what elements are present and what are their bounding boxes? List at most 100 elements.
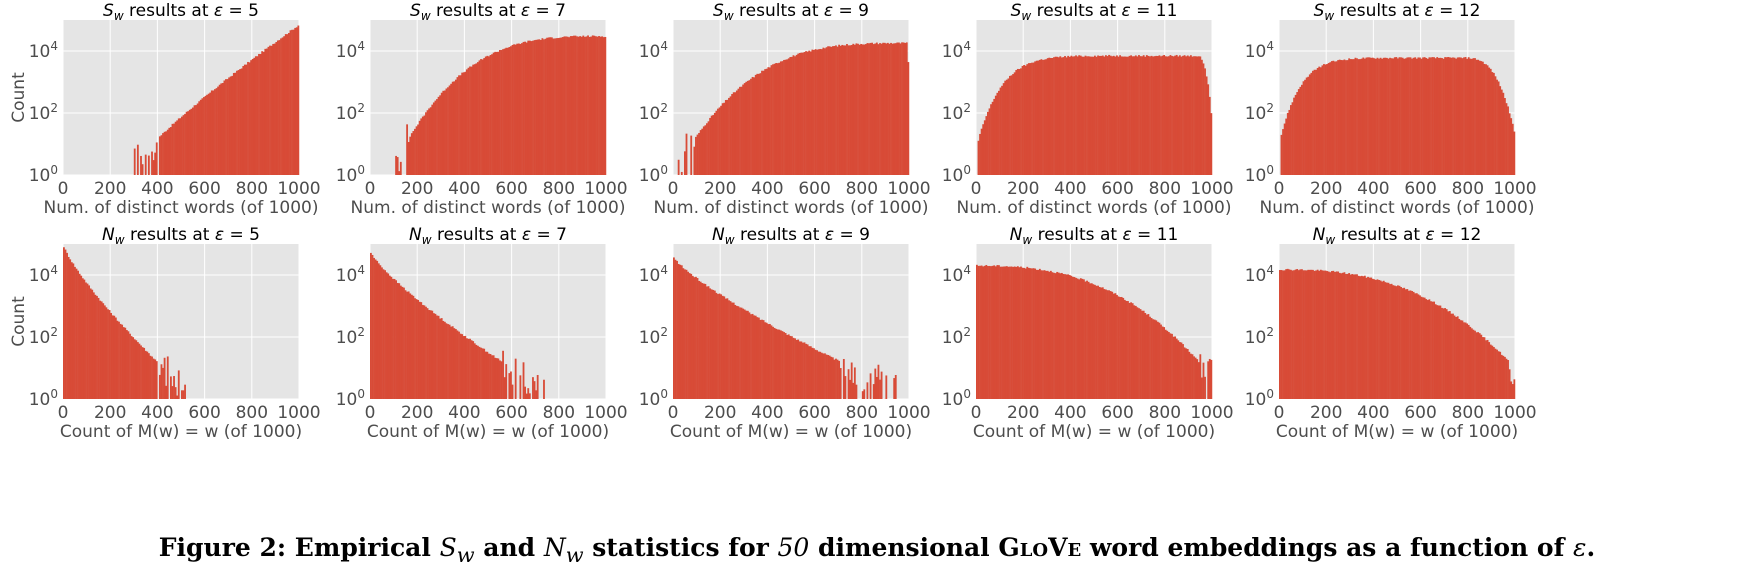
bar — [734, 304, 737, 399]
bar — [77, 270, 79, 399]
bar — [1031, 62, 1033, 176]
bar — [1310, 269, 1313, 399]
bar — [1294, 269, 1297, 399]
bar — [1053, 272, 1055, 399]
bar — [717, 108, 719, 175]
bar — [541, 38, 544, 176]
bar — [563, 36, 566, 175]
bar — [855, 384, 858, 399]
bar — [473, 343, 476, 399]
bar — [1420, 58, 1423, 175]
bar — [1024, 65, 1027, 175]
y-tick-label: 104 — [1245, 39, 1274, 62]
bar — [1335, 61, 1338, 175]
bar — [813, 348, 815, 399]
bar — [226, 79, 229, 175]
bar — [715, 292, 718, 399]
bar — [1038, 268, 1041, 399]
bar — [1037, 60, 1040, 176]
bar — [706, 286, 708, 399]
bar — [1133, 305, 1136, 399]
bar — [1169, 55, 1172, 176]
bar — [1507, 360, 1509, 399]
x-tick-label: 800 — [1452, 179, 1484, 199]
bar — [66, 252, 68, 399]
bar — [1395, 57, 1398, 175]
bar — [996, 265, 999, 399]
bar — [1111, 56, 1114, 175]
bar — [764, 322, 767, 399]
bar — [571, 36, 574, 175]
bar — [1296, 92, 1299, 175]
x-tick-label: 0 — [365, 179, 376, 199]
bar — [979, 265, 981, 399]
bar — [728, 97, 730, 175]
bar — [1070, 275, 1073, 399]
bar — [765, 68, 768, 175]
bar — [1360, 275, 1363, 399]
bar — [1453, 315, 1456, 399]
caption-tail: word embeddings as a function of — [1081, 533, 1574, 562]
bar — [982, 266, 985, 399]
bar — [469, 338, 471, 399]
bar — [836, 46, 839, 175]
bar — [181, 390, 183, 399]
bar — [254, 56, 257, 176]
bar — [522, 362, 525, 399]
bar — [985, 116, 988, 175]
bar — [1108, 290, 1110, 399]
bar — [1186, 55, 1189, 175]
bar — [1478, 333, 1481, 399]
bar — [442, 90, 445, 175]
bar — [759, 73, 762, 175]
bar — [510, 371, 512, 399]
bar — [458, 75, 460, 175]
bar — [890, 42, 892, 175]
bar — [872, 44, 875, 176]
bar — [1152, 56, 1155, 175]
bar — [1123, 299, 1126, 399]
bar — [1357, 59, 1360, 175]
bar — [182, 115, 185, 175]
bar — [398, 171, 401, 175]
y-tick-label: 104 — [1245, 263, 1274, 286]
bar — [791, 56, 793, 175]
bar — [500, 50, 503, 175]
bar — [759, 319, 762, 399]
bar — [849, 379, 852, 399]
y-tick-label: 104 — [639, 263, 668, 286]
bar — [374, 259, 377, 399]
bar — [1428, 57, 1431, 175]
bar — [754, 315, 757, 399]
bar — [111, 315, 114, 399]
bar — [1378, 279, 1380, 399]
bar — [475, 63, 478, 175]
bar — [1100, 55, 1103, 175]
bar — [1196, 359, 1199, 399]
bar — [514, 358, 517, 399]
bar — [1112, 293, 1115, 399]
bar — [888, 43, 891, 175]
bar — [1060, 272, 1063, 399]
y-tick-label: 104 — [942, 263, 971, 286]
panel-title: Sw results at ε = 9 — [713, 1, 869, 23]
bar — [831, 357, 834, 399]
bar — [1354, 274, 1357, 399]
bar — [987, 111, 989, 175]
bar — [215, 88, 218, 175]
bar — [1478, 60, 1481, 175]
bar — [990, 104, 992, 175]
bar — [1101, 287, 1104, 399]
bar — [1321, 65, 1324, 175]
bar — [764, 69, 767, 175]
bar — [171, 123, 174, 175]
bar — [247, 61, 249, 175]
bar — [787, 58, 790, 175]
bar — [1081, 56, 1084, 176]
bar — [102, 303, 105, 399]
bar — [437, 96, 440, 175]
x-tick-label: 400 — [448, 179, 480, 199]
bar — [1210, 113, 1213, 175]
x-tick-label: 200 — [1310, 179, 1342, 199]
x-axis-label: Count of M(w) = w (of 1000) — [1276, 422, 1518, 442]
